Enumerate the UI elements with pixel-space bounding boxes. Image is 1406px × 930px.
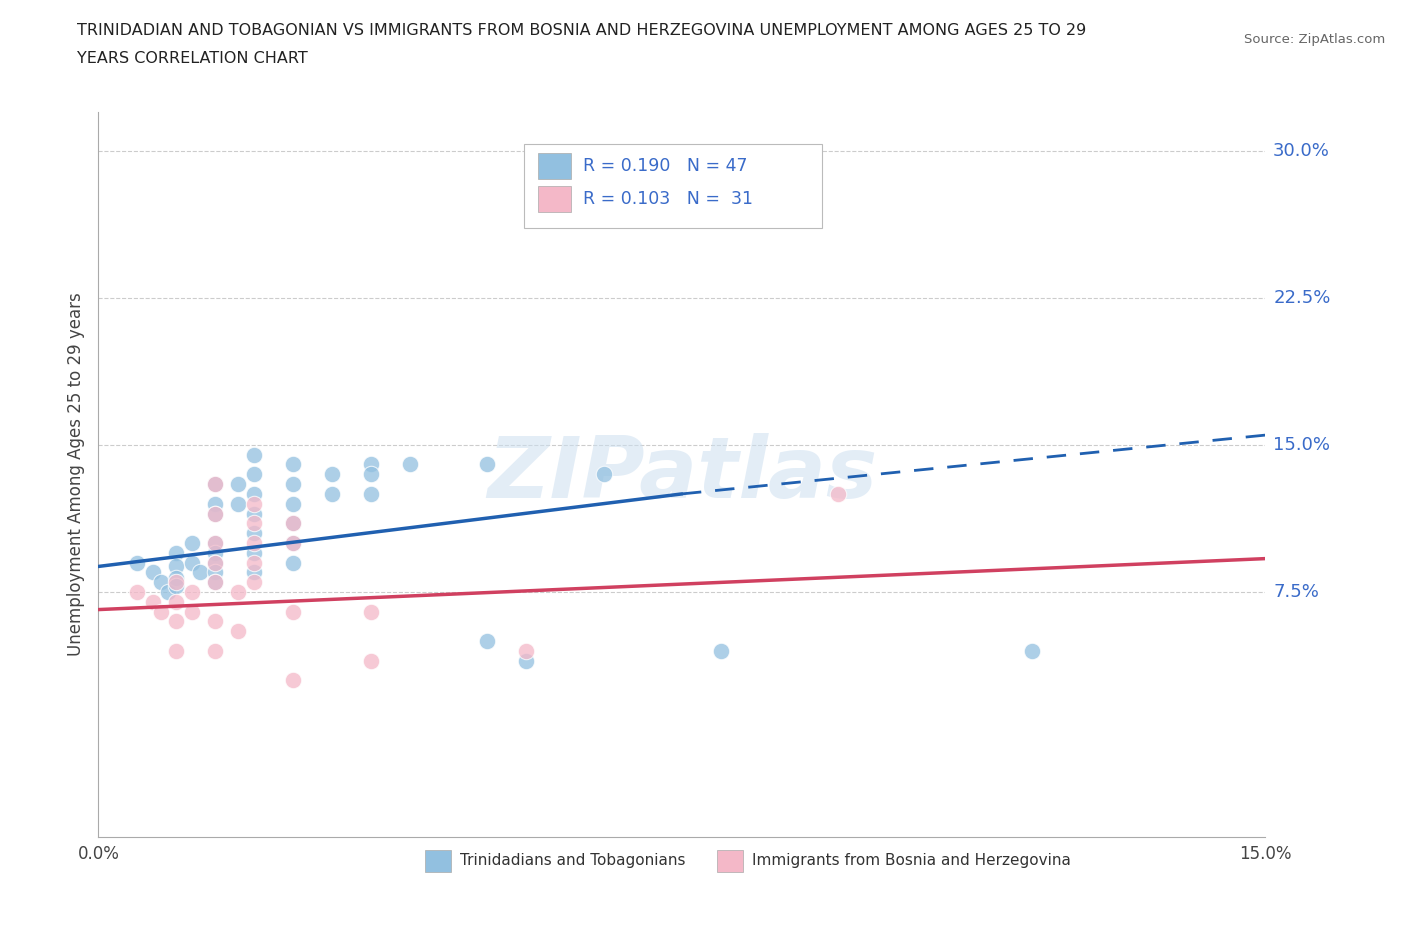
Point xyxy=(398,457,420,472)
Text: ZIPatlas: ZIPatlas xyxy=(486,432,877,516)
Point xyxy=(281,604,304,619)
Point xyxy=(165,545,187,560)
Point xyxy=(204,575,226,590)
Point xyxy=(165,578,187,593)
Point xyxy=(281,555,304,570)
Point xyxy=(243,525,266,540)
Point xyxy=(243,536,266,551)
Point xyxy=(321,486,343,501)
Point xyxy=(204,555,226,570)
Point xyxy=(165,614,187,629)
Point xyxy=(281,536,304,551)
Point xyxy=(360,604,382,619)
Point xyxy=(149,604,172,619)
Point xyxy=(477,457,499,472)
Text: 15.0%: 15.0% xyxy=(1239,844,1292,863)
Point xyxy=(243,565,266,579)
Point xyxy=(228,584,250,599)
Point xyxy=(360,467,382,482)
Point xyxy=(515,653,537,668)
Point xyxy=(180,536,202,551)
Point xyxy=(243,555,266,570)
FancyBboxPatch shape xyxy=(717,850,742,871)
Point xyxy=(710,644,733,658)
Text: 22.5%: 22.5% xyxy=(1274,289,1330,307)
Text: TRINIDADIAN AND TOBAGONIAN VS IMMIGRANTS FROM BOSNIA AND HERZEGOVINA UNEMPLOYMEN: TRINIDADIAN AND TOBAGONIAN VS IMMIGRANTS… xyxy=(77,23,1087,38)
Point xyxy=(281,516,304,531)
Point xyxy=(243,506,266,521)
Point xyxy=(281,497,304,512)
Point xyxy=(228,497,250,512)
FancyBboxPatch shape xyxy=(524,144,823,228)
Point xyxy=(281,457,304,472)
Point xyxy=(321,467,343,482)
Point xyxy=(360,653,382,668)
Point xyxy=(142,565,165,579)
Point xyxy=(243,516,266,531)
Point xyxy=(142,594,165,609)
Point xyxy=(204,477,226,492)
Point xyxy=(204,575,226,590)
Point xyxy=(204,555,226,570)
Text: YEARS CORRELATION CHART: YEARS CORRELATION CHART xyxy=(77,51,308,66)
Point xyxy=(165,644,187,658)
Point xyxy=(281,516,304,531)
Point xyxy=(243,545,266,560)
Point xyxy=(243,467,266,482)
Point xyxy=(165,559,187,574)
Point xyxy=(243,497,266,512)
Point xyxy=(204,545,226,560)
Point xyxy=(157,584,180,599)
Point xyxy=(180,555,202,570)
Point xyxy=(228,624,250,639)
FancyBboxPatch shape xyxy=(538,186,571,212)
Point xyxy=(204,536,226,551)
Point xyxy=(149,575,172,590)
Point xyxy=(281,672,304,687)
Point xyxy=(1021,644,1043,658)
Text: 30.0%: 30.0% xyxy=(1274,141,1330,160)
Point xyxy=(180,604,202,619)
Text: Trinidadians and Tobagonians: Trinidadians and Tobagonians xyxy=(460,854,686,869)
Point xyxy=(515,644,537,658)
Point xyxy=(165,594,187,609)
Point xyxy=(281,536,304,551)
Point xyxy=(477,633,499,648)
Text: Source: ZipAtlas.com: Source: ZipAtlas.com xyxy=(1244,33,1385,46)
Point xyxy=(204,506,226,521)
Text: R = 0.190   N = 47: R = 0.190 N = 47 xyxy=(582,157,747,175)
Point xyxy=(204,644,226,658)
Point xyxy=(127,584,149,599)
Text: 0.0%: 0.0% xyxy=(77,844,120,863)
Point xyxy=(165,575,187,590)
Point xyxy=(554,163,576,178)
Point xyxy=(188,565,211,579)
Point xyxy=(204,565,226,579)
Y-axis label: Unemployment Among Ages 25 to 29 years: Unemployment Among Ages 25 to 29 years xyxy=(66,292,84,657)
Point xyxy=(243,486,266,501)
Point xyxy=(204,536,226,551)
Point xyxy=(228,477,250,492)
Point xyxy=(243,575,266,590)
Point xyxy=(243,447,266,462)
Point xyxy=(360,457,382,472)
Text: 15.0%: 15.0% xyxy=(1274,436,1330,454)
Point xyxy=(204,614,226,629)
Point xyxy=(204,497,226,512)
Point xyxy=(204,477,226,492)
Point xyxy=(165,571,187,586)
Text: 7.5%: 7.5% xyxy=(1274,583,1319,601)
Point xyxy=(827,486,849,501)
Point xyxy=(180,584,202,599)
Text: Immigrants from Bosnia and Herzegovina: Immigrants from Bosnia and Herzegovina xyxy=(752,854,1071,869)
Point xyxy=(360,486,382,501)
Text: R = 0.103   N =  31: R = 0.103 N = 31 xyxy=(582,190,752,207)
FancyBboxPatch shape xyxy=(425,850,451,871)
Point xyxy=(281,477,304,492)
Point xyxy=(204,506,226,521)
FancyBboxPatch shape xyxy=(538,153,571,179)
Point xyxy=(593,467,616,482)
Point xyxy=(127,555,149,570)
